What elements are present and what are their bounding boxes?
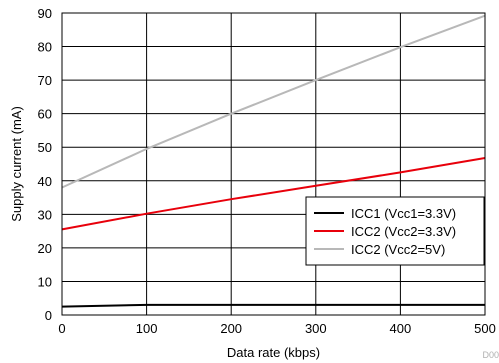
grid-lines <box>61 12 486 316</box>
y-axis-tick-labels: 0 10 20 30 40 50 60 70 80 90 <box>38 6 52 323</box>
legend-label: ICC2 (Vcc2=5V) <box>351 242 445 257</box>
y-tick-label: 80 <box>38 40 52 55</box>
y-axis-title: Supply current (mA) <box>9 106 24 222</box>
x-axis-title: Data rate (kbps) <box>227 345 320 360</box>
x-tick-label: 500 <box>474 321 496 336</box>
plot-frame <box>61 12 486 316</box>
series-line-1 <box>61 303 485 308</box>
y-tick-label: 90 <box>38 6 52 21</box>
x-tick-label: 300 <box>305 321 327 336</box>
x-tick-label: 200 <box>220 321 242 336</box>
y-tick-label: 20 <box>38 241 52 256</box>
y-tick-label: 70 <box>38 73 52 88</box>
y-tick-label: 30 <box>38 207 52 222</box>
x-axis-tick-labels: 0 100 200 300 400 500 <box>58 321 495 336</box>
y-tick-label: 50 <box>38 140 52 155</box>
y-tick-label: 0 <box>45 308 52 323</box>
x-tick-label: 400 <box>390 321 412 336</box>
legend-label: ICC2 (Vcc2=3.3V) <box>351 224 456 239</box>
series-lines <box>61 14 486 308</box>
y-tick-label: 10 <box>38 274 52 289</box>
y-tick-label: 40 <box>38 174 52 189</box>
legend: ICC1 (Vcc1=3.3V) ICC2 (Vcc2=3.3V) ICC2 (Vc… <box>305 196 485 266</box>
legend-label: ICC1 (Vcc1=3.3V) <box>351 206 456 221</box>
series-line-3 <box>61 14 486 189</box>
x-tick-label: 0 <box>58 321 65 336</box>
y-tick-label: 60 <box>38 107 52 122</box>
series-line-2 <box>61 157 486 231</box>
x-tick-label: 100 <box>136 321 158 336</box>
document-id: D00 <box>482 350 499 360</box>
